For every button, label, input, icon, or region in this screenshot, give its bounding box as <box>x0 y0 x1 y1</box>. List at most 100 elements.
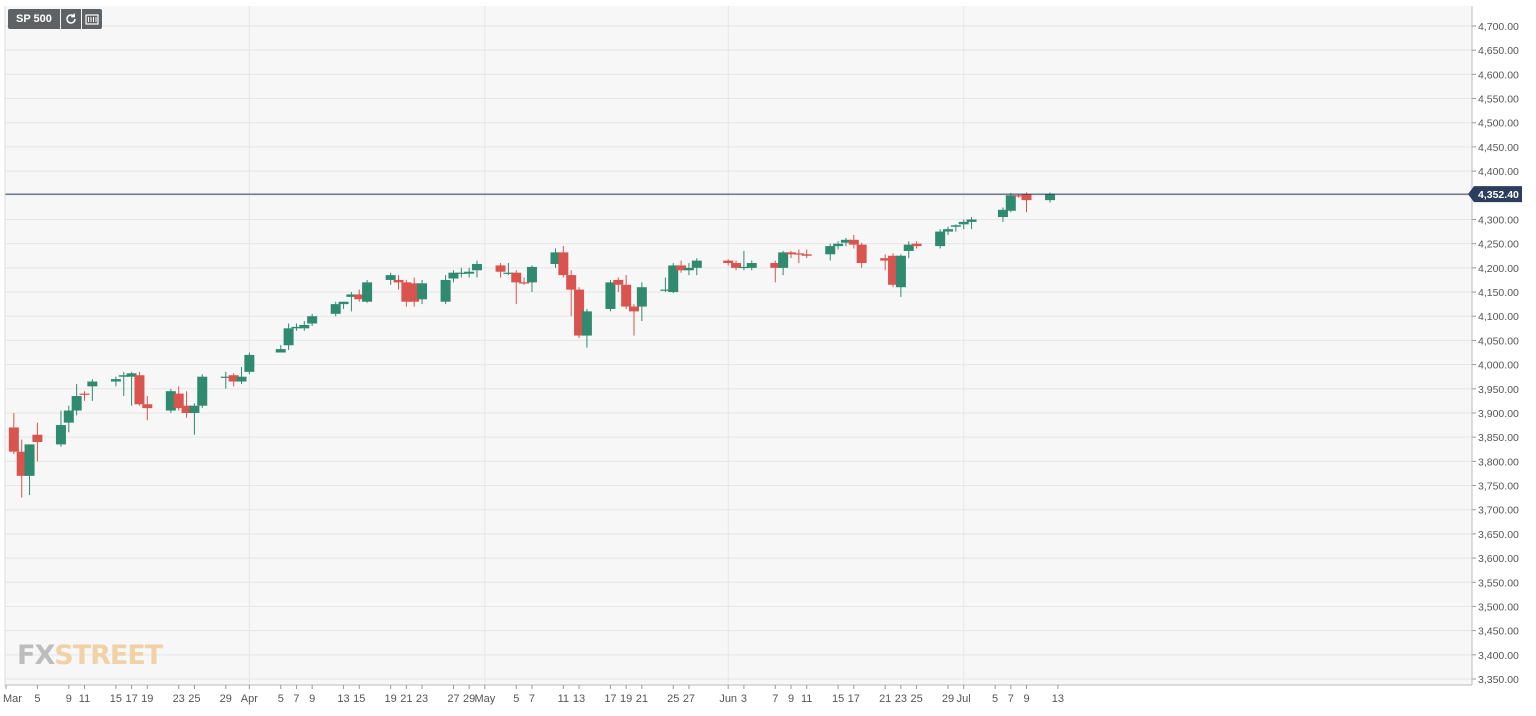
candle[interactable] <box>71 383 82 416</box>
candle[interactable] <box>558 246 569 278</box>
refresh-button[interactable] <box>60 9 81 29</box>
candle-body <box>275 349 286 353</box>
candle[interactable] <box>550 248 561 268</box>
candle[interactable] <box>613 277 624 293</box>
candle[interactable] <box>181 391 192 418</box>
x-tick-label: 13 <box>1052 693 1064 705</box>
candle[interactable] <box>691 258 702 276</box>
candle[interactable] <box>1021 192 1032 213</box>
candle[interactable] <box>950 224 961 232</box>
candle[interactable] <box>417 279 428 305</box>
candle[interactable] <box>935 229 946 249</box>
candle[interactable] <box>605 279 616 312</box>
candle[interactable] <box>24 444 35 496</box>
candle[interactable] <box>1005 192 1016 213</box>
candle[interactable] <box>888 253 899 288</box>
candle[interactable] <box>393 275 404 290</box>
candle[interactable] <box>330 301 341 317</box>
candle[interactable] <box>833 241 844 250</box>
candle[interactable] <box>825 243 836 261</box>
candle[interactable] <box>574 287 585 338</box>
candle[interactable] <box>911 241 922 249</box>
candle[interactable] <box>338 301 349 309</box>
candle[interactable] <box>629 304 639 336</box>
candle[interactable] <box>676 260 687 273</box>
candle[interactable] <box>738 250 749 271</box>
candle[interactable] <box>503 263 514 276</box>
candle[interactable] <box>189 403 200 435</box>
candle[interactable] <box>880 254 891 271</box>
candle[interactable] <box>786 250 796 259</box>
candle[interactable] <box>581 308 592 348</box>
candle[interactable] <box>519 277 530 285</box>
candle[interactable] <box>778 250 789 276</box>
candle[interactable] <box>63 405 74 433</box>
candle[interactable] <box>409 277 420 307</box>
candle[interactable] <box>526 265 537 293</box>
candle[interactable] <box>118 371 129 397</box>
candle[interactable] <box>566 270 577 317</box>
candle[interactable] <box>903 241 914 259</box>
candle[interactable] <box>668 263 679 294</box>
candle[interactable] <box>636 282 647 322</box>
candle[interactable] <box>79 391 90 401</box>
candle[interactable] <box>464 267 475 278</box>
candle[interactable] <box>299 321 310 331</box>
candle[interactable] <box>244 352 255 375</box>
x-tick-label: 25 <box>667 693 679 705</box>
candle[interactable] <box>283 323 294 351</box>
candle[interactable] <box>660 277 671 293</box>
candle[interactable] <box>134 371 145 406</box>
candle[interactable] <box>1013 194 1024 198</box>
candle[interactable] <box>801 249 812 259</box>
candle[interactable] <box>401 279 412 307</box>
candle[interactable] <box>173 386 184 411</box>
candle[interactable] <box>895 254 906 297</box>
candle-body <box>566 275 577 290</box>
candle[interactable] <box>228 373 239 387</box>
candle[interactable] <box>197 374 208 409</box>
candle[interactable] <box>456 267 467 278</box>
candle[interactable] <box>448 270 459 283</box>
candle[interactable] <box>220 371 231 389</box>
candle[interactable] <box>848 234 859 249</box>
candle[interactable] <box>32 422 43 462</box>
candle[interactable] <box>291 323 302 331</box>
candle[interactable] <box>440 275 451 305</box>
candle[interactable] <box>746 260 757 271</box>
candle[interactable] <box>236 367 247 384</box>
candle[interactable] <box>16 439 27 498</box>
candle[interactable] <box>55 410 66 447</box>
candle[interactable] <box>511 270 522 305</box>
chart-type-button[interactable] <box>81 9 102 29</box>
candle[interactable] <box>683 263 694 276</box>
candle[interactable] <box>958 219 969 230</box>
candle[interactable] <box>142 396 153 421</box>
candle[interactable] <box>997 207 1008 222</box>
candle[interactable] <box>770 260 781 283</box>
candle[interactable] <box>966 217 977 230</box>
candle[interactable] <box>385 272 396 285</box>
candle[interactable] <box>495 263 506 278</box>
candle[interactable] <box>110 376 121 387</box>
candle-body <box>134 375 145 405</box>
candle[interactable] <box>346 292 357 312</box>
candle[interactable] <box>856 242 867 268</box>
candle[interactable] <box>354 289 365 302</box>
candle[interactable] <box>731 260 742 271</box>
candle[interactable] <box>362 279 373 303</box>
candle[interactable] <box>472 260 482 278</box>
candle[interactable] <box>275 345 286 353</box>
candle[interactable] <box>840 237 851 247</box>
candle[interactable] <box>307 313 318 326</box>
candle[interactable] <box>165 388 176 413</box>
candle[interactable] <box>621 275 632 309</box>
candle[interactable] <box>943 226 953 235</box>
candle[interactable] <box>126 371 137 406</box>
candle[interactable] <box>87 379 98 401</box>
candle[interactable] <box>8 412 19 455</box>
symbol-label[interactable]: SP 500 <box>8 9 60 29</box>
candle[interactable] <box>723 259 734 266</box>
candle[interactable] <box>793 249 804 264</box>
